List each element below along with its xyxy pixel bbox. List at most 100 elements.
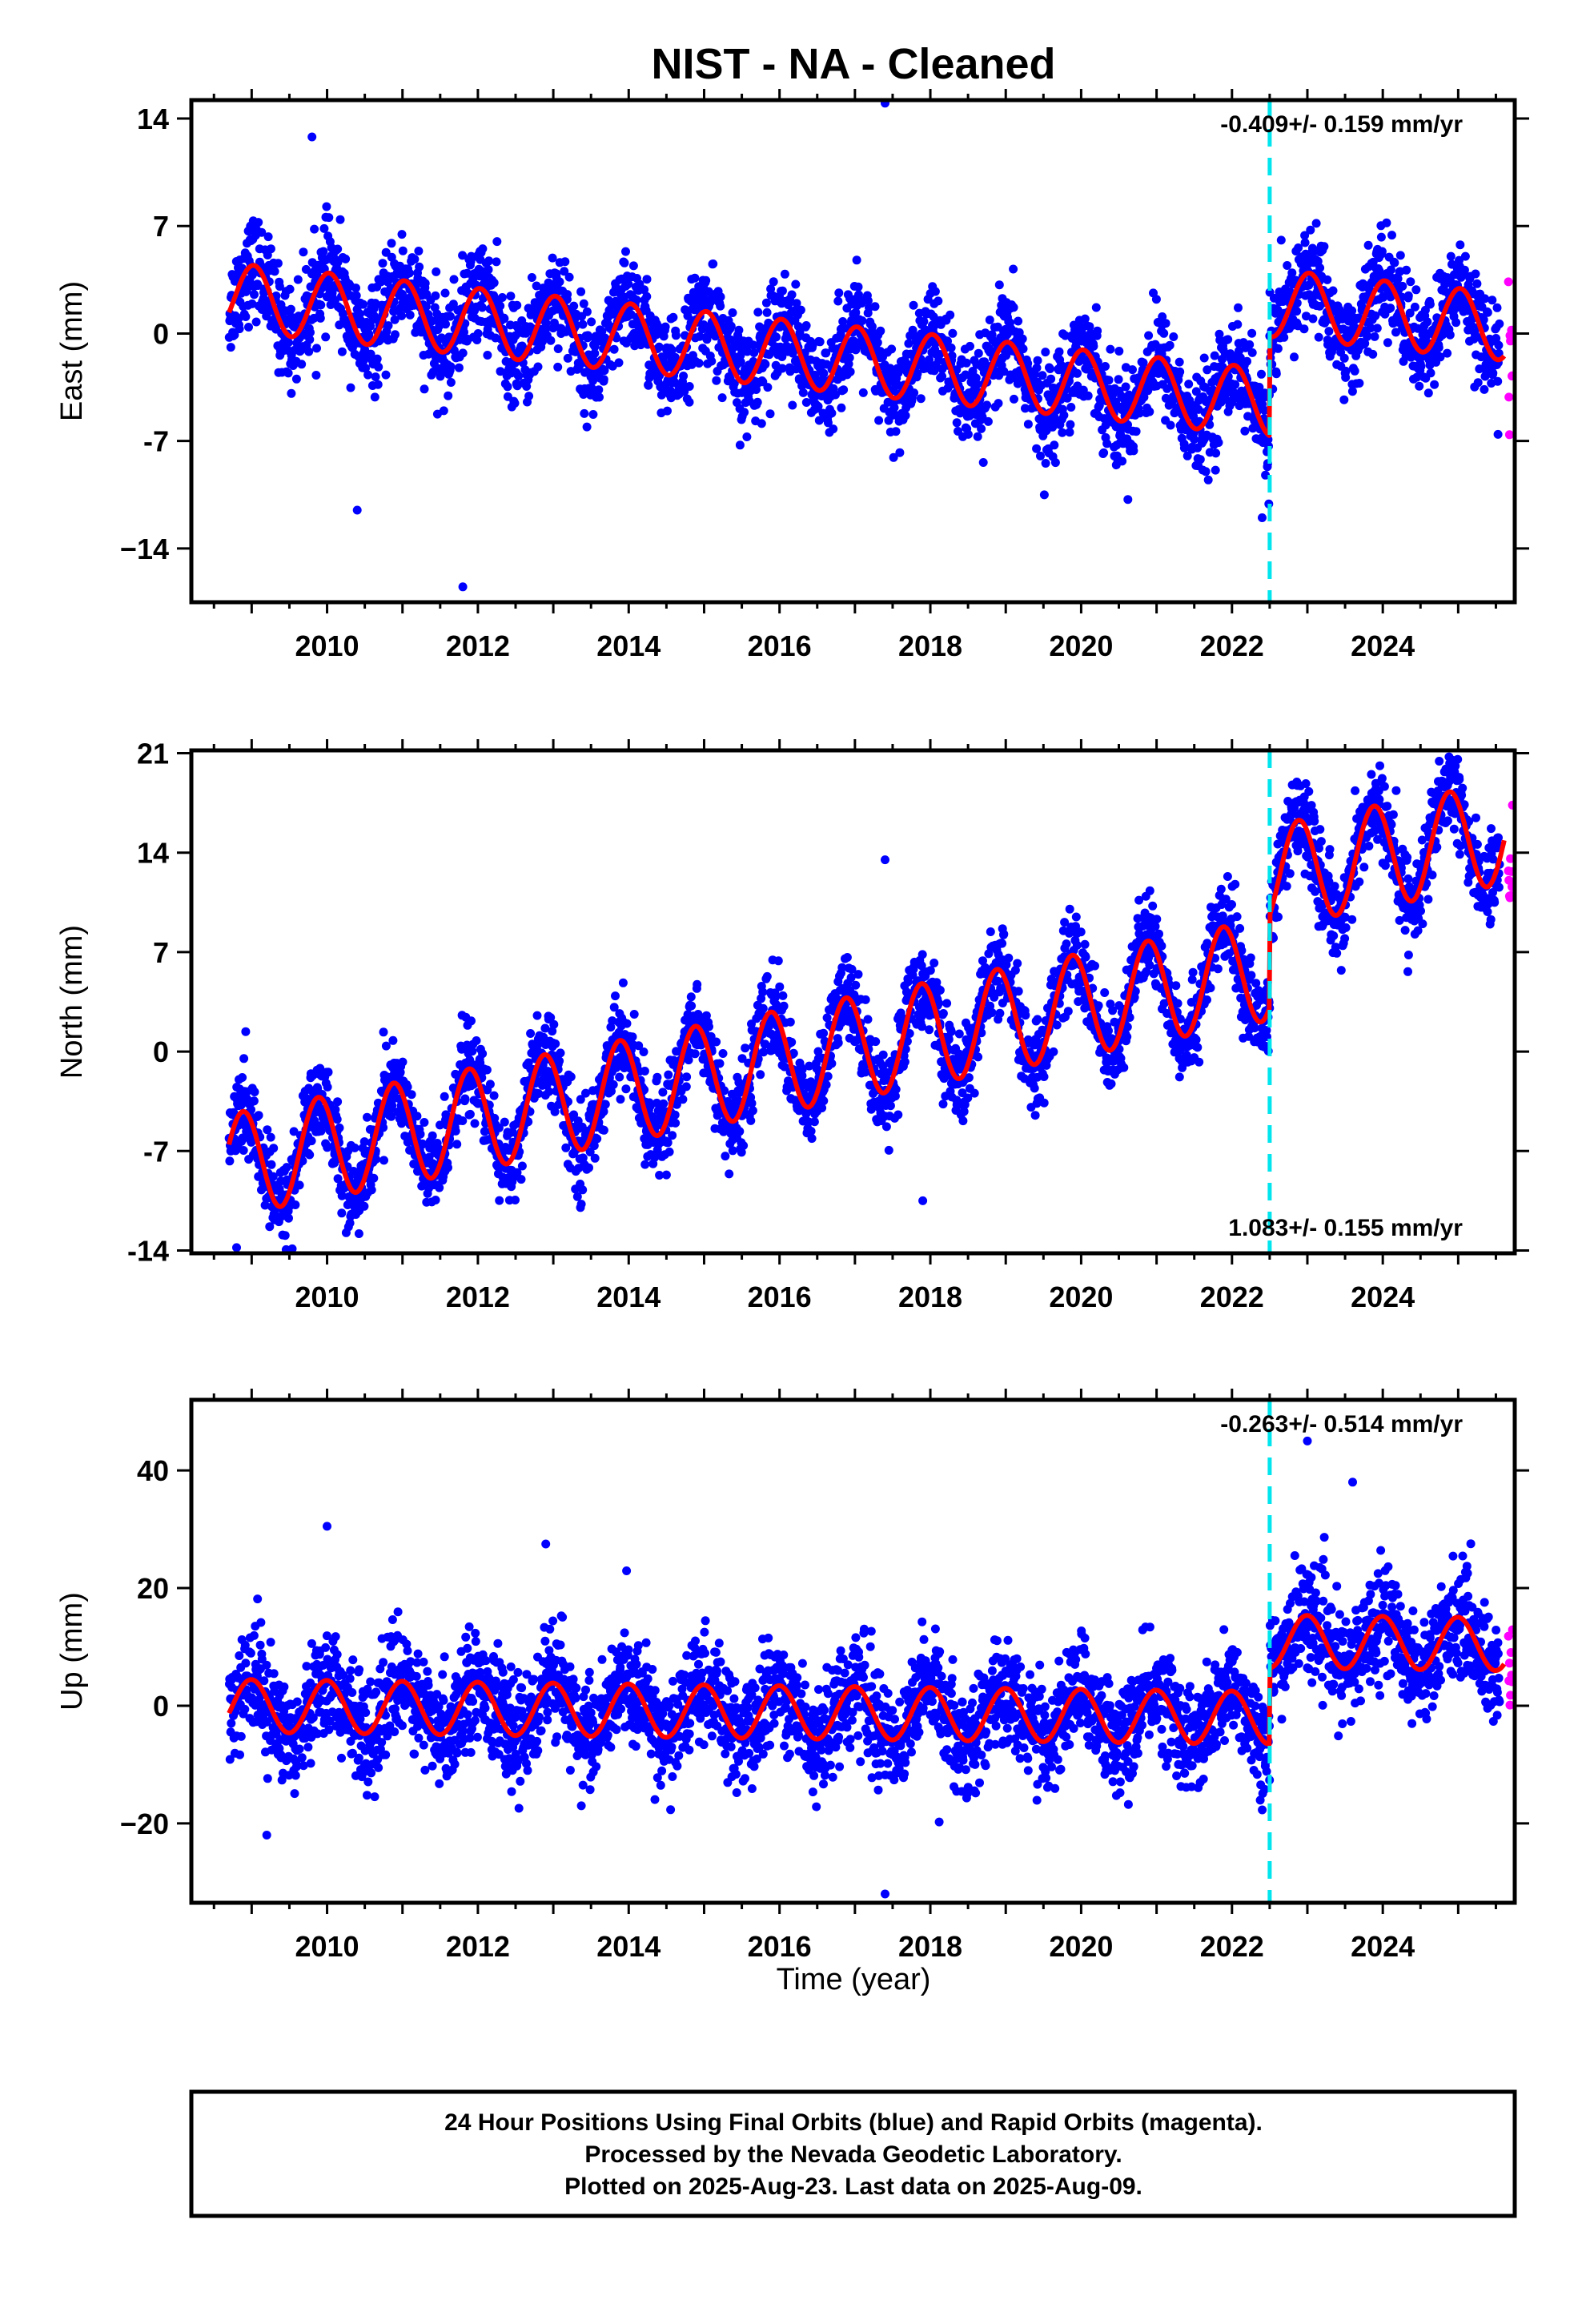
east-data-point [711,332,720,341]
east-data-point [1276,235,1286,245]
east-data-point [1402,265,1411,275]
east-data-point [838,317,848,326]
east-data-point [1066,403,1076,412]
east-data-point [527,273,536,282]
east-data-point [503,382,512,392]
north-data-point [526,1029,536,1038]
east-data-point [1158,312,1167,321]
north-data-point [428,1131,437,1140]
north-data-point [371,1155,381,1164]
east-data-point [299,247,308,257]
east-data-point [870,302,880,312]
north-data-point [369,1173,379,1183]
north-data-point [748,1106,757,1116]
east-data-point [716,292,725,302]
east-data-point [1390,258,1399,267]
east-data-point [788,400,797,410]
east-data-point [1041,459,1050,468]
east-data-point [1283,261,1292,270]
east-data-point [1405,308,1415,318]
east-data-point [983,416,993,426]
north-data-point [628,1032,637,1042]
east-data-point [361,364,370,373]
north-data-point [345,1218,355,1228]
north-data-point [444,1163,452,1172]
east-data-point [1083,391,1093,400]
east-x-tick-label: 2016 [748,629,812,662]
north-data-point [379,1027,388,1037]
east-data-point [1050,458,1060,468]
east-data-point [538,337,547,346]
east-data-point [1080,314,1090,324]
east-data-point [1300,231,1310,240]
north-data-point [265,1222,275,1232]
east-data-point [904,339,913,348]
east-data-point [1387,231,1396,240]
east-data-point [1495,319,1504,328]
east-data-point [769,277,778,287]
east-data-point [1386,265,1395,275]
east-data-point [821,348,831,358]
east-data-point [609,344,619,354]
east-data-point [414,247,424,255]
east-data-point [1247,348,1257,357]
east-data-point [798,388,808,397]
east-data-point [579,299,588,308]
north-data-point [618,978,628,987]
north-data-point [287,1244,297,1253]
east-data-point [446,312,455,321]
east-data-point [644,380,653,390]
east-data-point [555,277,564,287]
east-data-point [694,359,704,368]
east-data-point [1460,251,1470,261]
east-data-point [889,452,898,462]
east-data-point [895,364,905,373]
east-data-point [312,344,321,353]
east-data-point [852,255,861,265]
east-data-point [1089,341,1098,351]
north-data-point [516,1175,526,1184]
north-data-point [682,1072,692,1082]
east-data-point [391,330,400,340]
east-data-point [829,424,838,434]
east-data-point [909,388,919,398]
north-data-point [681,1082,691,1092]
east-data-point [1201,467,1211,476]
east-data-point [761,360,770,369]
east-data-point [1091,303,1101,312]
east-data-point [863,296,873,305]
east-data-point [889,403,899,412]
east-data-point [478,244,488,254]
east-data-point [285,284,295,294]
north-data-point [225,1156,235,1166]
east-data-point [569,301,579,311]
east-data-point [999,367,1009,376]
east-data-point [533,362,543,372]
east-data-point [1118,456,1127,466]
east-data-point [1386,304,1395,313]
north-data-point [295,1180,304,1190]
east-data-point [947,351,957,360]
east-data-point [363,370,373,380]
east-data-point [355,309,364,319]
north-data-point [639,1047,648,1056]
north-data-point [773,956,783,966]
east-data-point [962,358,971,368]
east-data-point [891,427,901,436]
east-data-point [1445,330,1455,340]
north-data-point [500,1117,509,1127]
east-data-point [1023,359,1033,368]
north-data-point [549,1019,559,1029]
north-data-point [693,979,702,989]
north-data-point [725,1169,734,1179]
north-data-point [403,1082,412,1092]
east-data-point [1054,347,1064,356]
east-data-point [1308,314,1318,324]
north-data-point [250,1088,259,1096]
east-data-point [621,247,630,256]
north-data-point [465,1109,475,1119]
east-data-point [440,288,450,298]
east-data-point [1161,393,1170,403]
east-data-point [766,284,776,294]
